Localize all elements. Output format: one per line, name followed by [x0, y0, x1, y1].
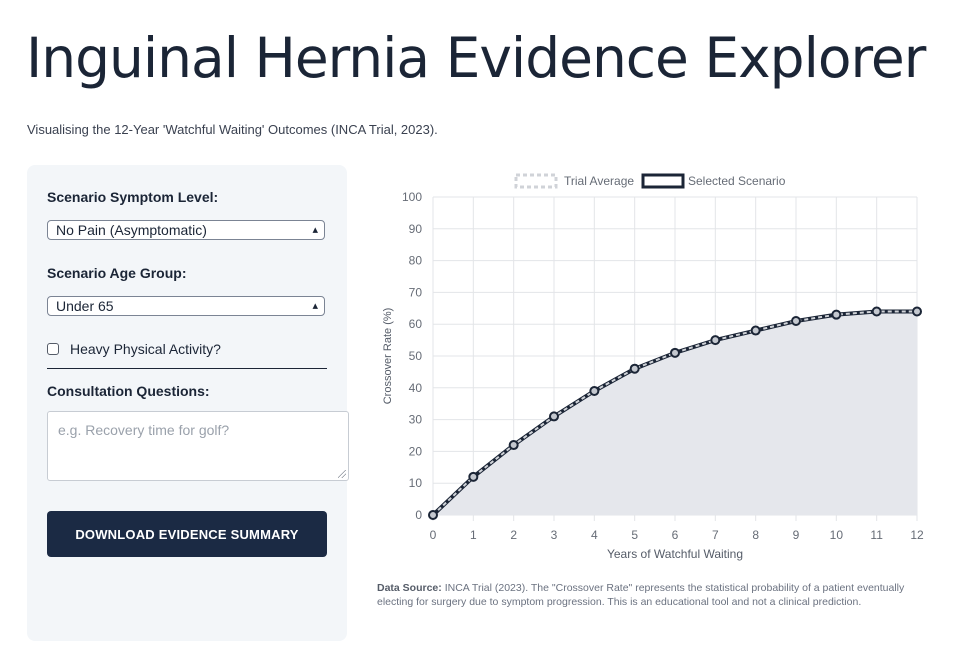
selected-scenario-point [468, 471, 479, 482]
y-tick-label: 10 [409, 476, 423, 490]
resize-grip-icon[interactable] [338, 470, 346, 478]
y-tick-label: 50 [409, 349, 423, 363]
download-summary-button[interactable]: DOWNLOAD EVIDENCE SUMMARY [47, 511, 327, 557]
age-group-label: Scenario Age Group: [47, 265, 187, 281]
heavy-activity-label: Heavy Physical Activity? [70, 341, 221, 357]
symptom-level-label: Scenario Symptom Level: [47, 189, 219, 205]
questions-placeholder: e.g. Recovery time for golf? [58, 422, 230, 438]
consultation-questions-label: Consultation Questions: [47, 383, 210, 399]
selected-scenario-point [629, 363, 640, 374]
y-tick-label: 70 [409, 285, 423, 299]
y-axis-label: Crossover Rate (%) [382, 308, 394, 405]
x-tick-label: 11 [870, 528, 883, 542]
x-tick-label: 3 [551, 528, 558, 542]
x-tick-label: 10 [830, 528, 844, 542]
data-source-label: Data Source: [377, 582, 442, 594]
age-group-select[interactable]: Under 65 ▴︎ [47, 296, 325, 316]
page-subtitle: Visualising the 12-Year 'Watchful Waitin… [27, 122, 438, 137]
chevron-updown-icon: ▴︎ [312, 300, 318, 312]
data-source-text: INCA Trial (2023). The "Crossover Rate" … [377, 582, 905, 608]
y-tick-label: 60 [409, 317, 423, 331]
x-tick-label: 1 [470, 528, 477, 542]
scenario-panel: Scenario Symptom Level: No Pain (Asympto… [27, 165, 349, 641]
symptom-level-select[interactable]: No Pain (Asymptomatic) ▴︎ [47, 220, 325, 240]
legend-label-trial-average: Trial Average [564, 174, 634, 188]
data-source-note: Data Source: INCA Trial (2023). The "Cro… [377, 581, 917, 609]
y-tick-label: 0 [415, 508, 422, 522]
page-title: Inguinal Hernia Evidence Explorer [26, 26, 926, 90]
selected-scenario-point [791, 316, 801, 327]
y-tick-label: 30 [409, 413, 423, 427]
selected-scenario-point [871, 306, 882, 317]
x-tick-label: 2 [510, 528, 517, 542]
y-tick-label: 90 [409, 222, 423, 236]
legend-swatch-trial-average [514, 173, 558, 189]
x-tick-label: 7 [712, 528, 719, 542]
x-axis-label: Years of Watchful Waiting [607, 547, 743, 561]
y-tick-label: 40 [409, 381, 423, 395]
selected-scenario-point [670, 347, 680, 358]
heavy-activity-checkbox[interactable] [47, 343, 59, 355]
selected-scenario-point [831, 309, 842, 320]
legend-swatch-selected-scenario [641, 173, 685, 189]
x-tick-label: 0 [430, 528, 437, 542]
x-tick-label: 12 [910, 528, 924, 542]
x-tick-label: 8 [752, 528, 759, 542]
selected-scenario-point [589, 385, 600, 396]
x-tick-label: 9 [793, 528, 800, 542]
selected-scenario-area [433, 311, 917, 515]
selected-scenario-point [508, 440, 519, 451]
age-group-value: Under 65 [56, 298, 114, 314]
y-tick-label: 100 [402, 190, 422, 204]
selected-scenario-point [428, 510, 438, 520]
selected-scenario-point [710, 335, 721, 346]
selected-scenario-point [912, 306, 922, 317]
x-tick-label: 6 [672, 528, 679, 542]
y-tick-label: 20 [409, 444, 423, 458]
heavy-activity-row[interactable]: Heavy Physical Activity? [47, 341, 221, 357]
x-tick-label: 5 [631, 528, 638, 542]
y-tick-label: 80 [409, 254, 423, 268]
chevron-updown-icon: ▴︎ [312, 224, 318, 236]
x-tick-label: 4 [591, 528, 598, 542]
legend-label-selected-scenario: Selected Scenario [688, 174, 786, 188]
selected-scenario-point [549, 411, 559, 422]
consultation-questions-input[interactable]: e.g. Recovery time for golf? [47, 411, 349, 481]
chart-legend: Trial Average Selected Scenario [514, 173, 786, 189]
panel-divider [47, 368, 327, 369]
selected-scenario-point [750, 325, 761, 336]
symptom-level-value: No Pain (Asymptomatic) [56, 222, 207, 238]
